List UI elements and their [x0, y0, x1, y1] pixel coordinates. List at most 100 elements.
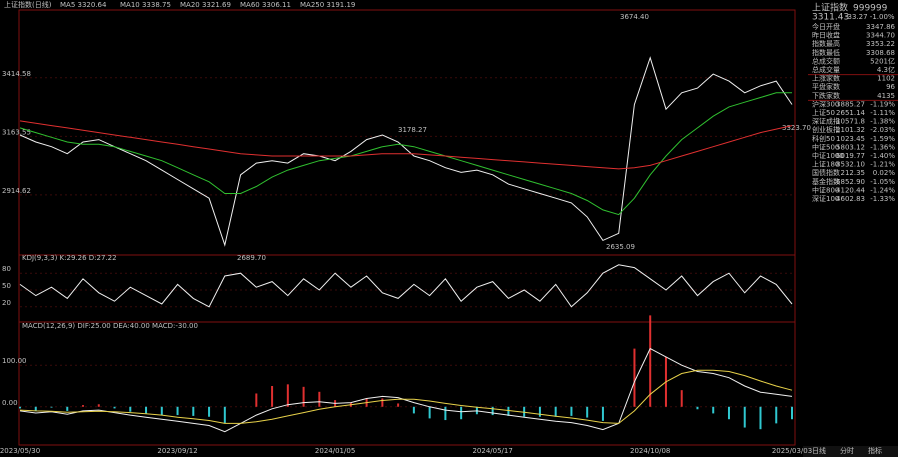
legend-item: MA10 3338.75 [120, 1, 171, 9]
series-line [19, 92, 792, 216]
row-label: 国债指数 [812, 168, 840, 177]
macd-bar [649, 315, 652, 407]
macd-bar [223, 406, 226, 424]
annotation: 2689.70 [237, 254, 266, 262]
row-value: 6019.77 [836, 152, 865, 160]
tab-bar [803, 446, 898, 457]
x-tick-label: 2023/09/12 [157, 447, 197, 455]
macd-bar [271, 386, 274, 407]
row-label: 总成交量 [812, 65, 840, 74]
tab[interactable]: 日线 [812, 446, 826, 455]
row-change: -1.21% [870, 161, 895, 169]
tab[interactable]: 分时 [840, 446, 854, 455]
macd-bar [302, 386, 305, 407]
chart-title: 上证指数(日线) [4, 0, 52, 9]
quote-panel: 上证指数 999999 3311.43 -33.27 -1.00% [812, 2, 895, 23]
row-change: -1.33% [870, 195, 895, 203]
macd-bar [82, 405, 85, 407]
macd-bar [19, 406, 21, 409]
row-value: 2101.32 [836, 126, 865, 134]
row-value: 10571.8 [836, 118, 865, 126]
macd-bar [696, 406, 699, 410]
row-label: 指数最低 [812, 48, 840, 57]
x-tick-label: 2025/03/03 [772, 447, 812, 455]
row-change: -1.38% [870, 118, 895, 126]
macd-bar [113, 406, 116, 409]
macd-bar [727, 406, 730, 420]
series-line [19, 56, 793, 247]
macd-bar [428, 406, 431, 419]
macd-bar [160, 406, 163, 416]
y-tick-label: 100.00 [2, 357, 27, 365]
macd-bar [129, 406, 132, 412]
row-value: 3344.70 [866, 32, 895, 40]
row-value: 3353.22 [866, 40, 895, 48]
row-value: 1023.45 [836, 135, 865, 143]
row-value: 3885.27 [836, 100, 865, 108]
y-tick-label: 2914.62 [2, 187, 31, 195]
macd-bar [381, 398, 384, 407]
macd-bar [50, 406, 53, 408]
stock-name: 上证指数 [812, 2, 848, 14]
series-line [19, 369, 793, 424]
series-line [19, 120, 793, 170]
row-label: 上证180 [812, 160, 839, 169]
annotation: 3323.70 [782, 124, 811, 132]
row-value: 2651.14 [836, 109, 865, 117]
macd-bar [66, 406, 69, 411]
macd-bar [743, 406, 746, 428]
row-label: 指数最高 [812, 39, 840, 48]
row-label: 科创50 [812, 134, 835, 143]
series-line [19, 347, 793, 433]
annotation: 3674.40 [620, 13, 649, 21]
macd-bar [176, 406, 179, 416]
row-change: -1.40% [870, 152, 895, 160]
macd-bar [397, 403, 400, 407]
y-tick-label: 80 [2, 265, 11, 273]
macd-bar [34, 406, 37, 411]
x-tick-label: 2023/05/30 [0, 447, 40, 455]
y-tick-label: 0.00 [2, 399, 18, 407]
y-tick-label: 50 [2, 282, 11, 290]
macd-bar [491, 406, 494, 416]
annotation: 2635.09 [606, 243, 635, 251]
macd-title: MACD(12,26,9) DIF:25.00 DEA:40.00 MACD:-… [22, 322, 198, 330]
row-label: 下跌家数 [812, 91, 840, 100]
row-label: 总成交额 [812, 56, 840, 65]
row-label: 今日开盘 [812, 22, 840, 31]
row-change: -1.59% [870, 135, 895, 143]
row-value: 1102 [877, 75, 895, 83]
row-change: -1.11% [870, 109, 895, 117]
legend-item: MA5 3320.64 [60, 1, 107, 9]
macd-bar [680, 390, 683, 407]
row-label: 深证100 [812, 194, 839, 203]
row-value: 6852.90 [836, 178, 865, 186]
x-tick-label: 2024/05/17 [472, 447, 512, 455]
row-label: 昨日收盘 [812, 31, 840, 40]
macd-bar [791, 406, 793, 420]
macd-bar [460, 406, 463, 420]
row-value: 4135 [877, 92, 895, 100]
row-label: 中证500 [812, 142, 839, 151]
x-tick-label: 2024/10/08 [630, 447, 670, 455]
row-change: -2.03% [870, 126, 895, 134]
row-change: -1.36% [870, 143, 895, 151]
row-label: 中证800 [812, 185, 839, 194]
x-tick-label: 2024/01/05 [315, 447, 355, 455]
row-value: 5201亿 [870, 56, 895, 65]
row-value: 4602.83 [836, 195, 865, 203]
macd-bar [759, 406, 762, 430]
row-label: 平盘家数 [812, 82, 840, 91]
series-line [19, 264, 793, 308]
row-label: 中证1000 [812, 151, 844, 160]
row-value: 4120.44 [836, 186, 865, 194]
macd-bar [444, 406, 447, 421]
macd-bar [97, 404, 100, 407]
row-change: -1.05% [870, 178, 895, 186]
legend-item: MA20 3321.69 [180, 1, 231, 9]
tab[interactable]: 指标 [868, 446, 882, 455]
annotation: 3178.27 [398, 126, 427, 134]
macd-bar [192, 406, 195, 416]
row-label: 深证成指 [812, 117, 840, 126]
